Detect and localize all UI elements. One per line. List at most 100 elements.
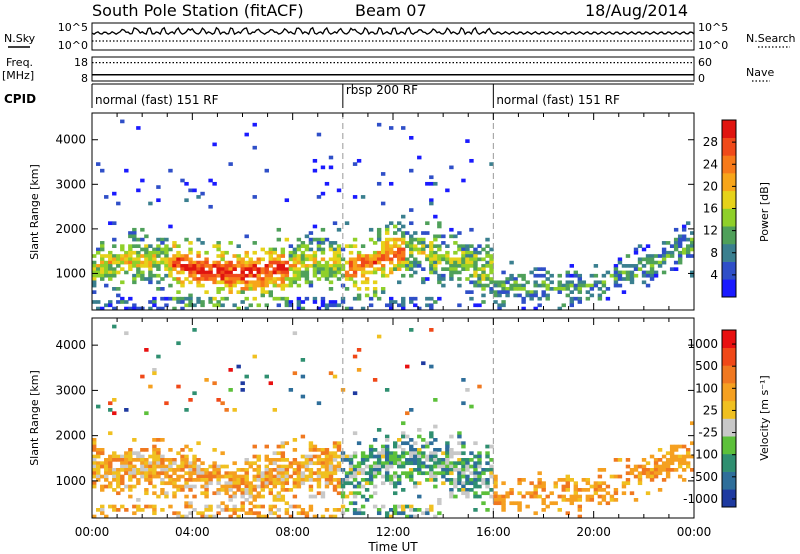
power-cell (625, 277, 631, 281)
velocity-cell (176, 478, 181, 482)
velocity-cell (236, 468, 241, 472)
velocity-cell (312, 478, 318, 482)
velocity-cell (212, 468, 217, 472)
power-cell (156, 250, 161, 255)
power-cell (485, 283, 490, 288)
power-cell (401, 247, 406, 252)
power-cell (288, 254, 294, 258)
velocity-cell (192, 508, 197, 512)
power-cell (529, 290, 534, 294)
power-cell (384, 254, 390, 258)
power-cell (513, 293, 518, 298)
velocity-cell (577, 498, 583, 502)
velocity-cell (172, 458, 177, 462)
power-cell (573, 287, 579, 291)
power-cell (276, 267, 282, 271)
velocity-cell (384, 448, 390, 452)
power-cell (645, 270, 651, 275)
power-cell (489, 254, 494, 258)
velocity-cell (108, 464, 113, 469)
power-cell (336, 254, 342, 258)
power-cell (405, 257, 410, 262)
velocity-cell (441, 461, 446, 466)
power-cell (437, 247, 442, 252)
power-cell (437, 280, 442, 285)
power-cell (160, 260, 165, 265)
power-cell (352, 260, 358, 265)
power-cell (621, 264, 627, 268)
power-cell (100, 254, 105, 258)
velocity-cell (308, 504, 314, 509)
velocity-cell (324, 481, 330, 486)
velocity-cell (284, 468, 290, 472)
velocity-cell (144, 504, 149, 509)
velocity-cell (505, 491, 510, 496)
power-cell (240, 280, 245, 285)
power-cell (140, 260, 145, 265)
power-cell (441, 254, 446, 258)
velocity-cell (673, 468, 679, 472)
power-cell (348, 306, 354, 311)
power-cell (513, 287, 518, 291)
power-cell (401, 264, 406, 268)
power-cell (409, 237, 414, 242)
power-cell (521, 287, 526, 291)
power-cell (280, 247, 286, 252)
power-cell (264, 290, 269, 294)
velocity-cell (184, 481, 189, 486)
power-cell (128, 257, 133, 262)
power-cell (248, 270, 253, 275)
power-cell (473, 247, 478, 252)
power-cell (108, 221, 113, 226)
power-cell (457, 247, 462, 252)
power-cell (100, 273, 105, 278)
power-cell (292, 273, 298, 278)
velocity-cell (248, 464, 253, 469)
power-cell (413, 270, 418, 275)
velocity-cell (276, 444, 282, 449)
power-cell (380, 201, 386, 206)
power-cell (649, 260, 655, 265)
velocity-cell (461, 378, 466, 382)
nsearch-label: N.Search (746, 32, 796, 45)
power-cell (112, 273, 117, 278)
velocity-cell (681, 454, 687, 459)
power-cell (485, 264, 490, 268)
velocity-cell (348, 474, 354, 479)
x-tick-label: 00:00 (677, 525, 712, 539)
power-cell (240, 273, 245, 278)
velocity-cell (597, 484, 603, 489)
colorbar-tick-label: -1000 (683, 492, 718, 506)
power-cell (96, 300, 101, 304)
power-cell (296, 270, 302, 275)
velocity-cell (152, 454, 157, 459)
velocity-cell (236, 474, 241, 479)
power-cell (304, 247, 310, 252)
velocity-cell (164, 474, 169, 479)
velocity-cell (637, 474, 643, 479)
freq-unit-label: [MHz] (2, 69, 34, 82)
velocity-cell (260, 471, 265, 476)
velocity-cell (216, 398, 221, 402)
power-cell (465, 244, 470, 249)
power-cell (633, 267, 639, 271)
power-cell (541, 267, 546, 271)
power-cell (533, 280, 538, 285)
velocity-cell (116, 468, 121, 472)
power-cell (332, 260, 338, 265)
velocity-cell (453, 478, 458, 482)
power-cell (308, 247, 314, 252)
velocity-cell (393, 511, 398, 516)
power-cell (401, 300, 406, 304)
power-cell (505, 287, 510, 291)
power-cell (260, 270, 265, 275)
power-cell (228, 270, 233, 275)
power-cell (360, 306, 366, 311)
power-cell (689, 244, 695, 249)
velocity-cell (128, 458, 133, 462)
power-cell (541, 280, 546, 285)
power-cell (144, 247, 149, 252)
velocity-cell (344, 474, 350, 479)
velocity-cell (180, 474, 185, 479)
velocity-cell (344, 508, 350, 512)
